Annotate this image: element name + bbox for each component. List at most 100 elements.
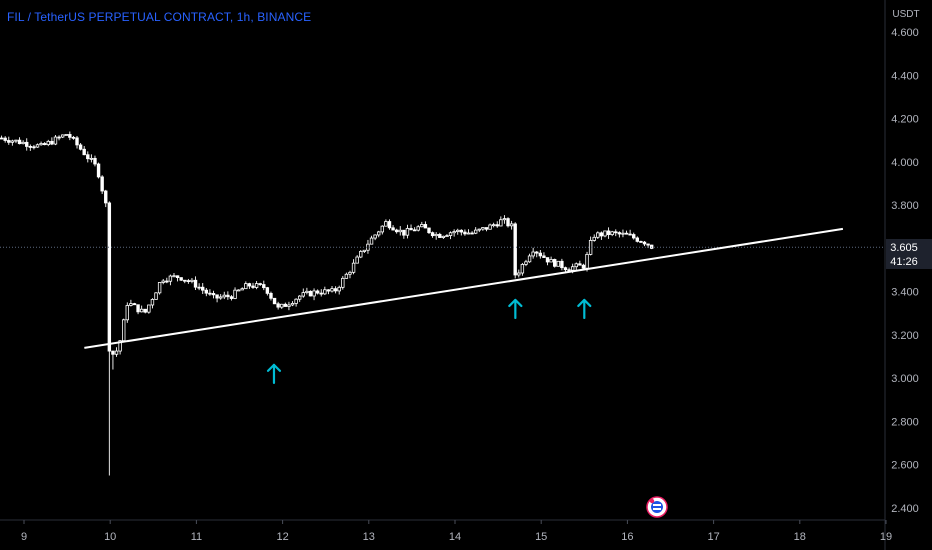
- candle: [416, 225, 420, 232]
- candle: [143, 308, 147, 314]
- candle: [28, 144, 33, 151]
- candle-body-up: [46, 140, 50, 146]
- candle-body-down: [567, 269, 571, 272]
- candle-body-up: [222, 294, 226, 298]
- candle: [233, 287, 237, 300]
- candle: [283, 302, 288, 307]
- candle-body-up: [125, 305, 129, 321]
- candle-body-up: [161, 280, 165, 283]
- last-price-value: 3.605: [890, 242, 918, 254]
- candle: [201, 283, 205, 295]
- candle: [183, 279, 187, 284]
- candle: [172, 272, 176, 278]
- candle-body-up: [301, 292, 305, 297]
- candle: [107, 201, 112, 476]
- candle: [610, 230, 614, 237]
- candle: [226, 291, 230, 300]
- x-tick-label: 11: [191, 531, 202, 543]
- candle-body-up: [481, 227, 485, 230]
- candle-body-down: [215, 294, 219, 299]
- replay-badge-icon[interactable]: [646, 496, 668, 518]
- candle: [509, 220, 514, 230]
- candle: [276, 301, 280, 310]
- candle: [506, 217, 510, 228]
- candle: [398, 226, 402, 236]
- candle: [405, 224, 410, 239]
- candle-body-down: [100, 176, 104, 192]
- candle-body-up: [570, 266, 575, 271]
- candle-body-up: [21, 141, 25, 145]
- candle: [193, 276, 198, 291]
- candle: [57, 135, 61, 141]
- candle: [470, 231, 474, 235]
- candle-body-up: [312, 290, 316, 297]
- y-tick-label: 2.600: [891, 460, 919, 472]
- candle: [323, 286, 327, 296]
- candle-body-down: [484, 227, 489, 230]
- candle-body-down: [315, 290, 320, 294]
- candle-body-up: [254, 283, 259, 288]
- candle-body-up: [524, 261, 528, 265]
- candle-body-up: [466, 232, 471, 235]
- candle-body-down: [204, 289, 209, 294]
- candle-body-up: [362, 249, 367, 252]
- candle-body-down: [423, 224, 428, 229]
- candle: [71, 135, 76, 140]
- candle: [104, 189, 108, 208]
- candle: [154, 292, 158, 300]
- candle-body-down: [560, 260, 564, 269]
- candle-body-up: [64, 134, 68, 136]
- candle-body-up: [509, 223, 514, 227]
- candle: [139, 305, 144, 313]
- candle: [175, 275, 180, 282]
- candle: [46, 139, 50, 147]
- candle-body-down: [535, 251, 539, 254]
- candle: [628, 229, 632, 236]
- candle-body-up: [280, 303, 284, 308]
- candle-body-up: [517, 272, 521, 276]
- up-arrow-icon: [508, 298, 523, 320]
- candle-body-up: [190, 279, 194, 282]
- candle: [617, 231, 622, 238]
- candle: [7, 136, 11, 145]
- candle: [535, 250, 539, 258]
- candle: [567, 267, 571, 272]
- candle: [315, 289, 320, 295]
- candle: [423, 221, 428, 229]
- candle: [290, 301, 295, 307]
- support-trendline[interactable]: [84, 227, 844, 349]
- candle-body-up: [434, 233, 438, 237]
- candle-body-down: [50, 140, 54, 145]
- candle: [434, 232, 438, 240]
- candle: [560, 258, 564, 271]
- candle: [111, 350, 115, 370]
- candle-body-up: [150, 299, 155, 306]
- candle-body-down: [71, 136, 76, 139]
- candle-body-up: [574, 263, 578, 268]
- candle: [287, 301, 291, 311]
- candle-body-up: [122, 319, 126, 342]
- candle-body-up: [452, 231, 456, 234]
- candle: [10, 139, 15, 146]
- candle: [150, 298, 155, 309]
- candle-body-up: [89, 157, 94, 160]
- candle: [211, 290, 216, 299]
- candle: [373, 234, 377, 241]
- candle: [190, 277, 194, 284]
- candle: [430, 231, 435, 238]
- candle-body-down: [606, 230, 611, 236]
- candle: [21, 140, 25, 145]
- candle-body-down: [208, 292, 212, 295]
- candle-body-up: [233, 289, 237, 299]
- candle: [574, 262, 578, 271]
- candle: [157, 282, 162, 295]
- candle-body-down: [258, 283, 262, 285]
- candle: [355, 255, 359, 264]
- candle-body-up: [592, 236, 596, 241]
- candle: [484, 227, 489, 232]
- candle-body-up: [139, 308, 144, 313]
- candle-body-down: [430, 232, 435, 237]
- x-tick-label: 15: [535, 531, 547, 543]
